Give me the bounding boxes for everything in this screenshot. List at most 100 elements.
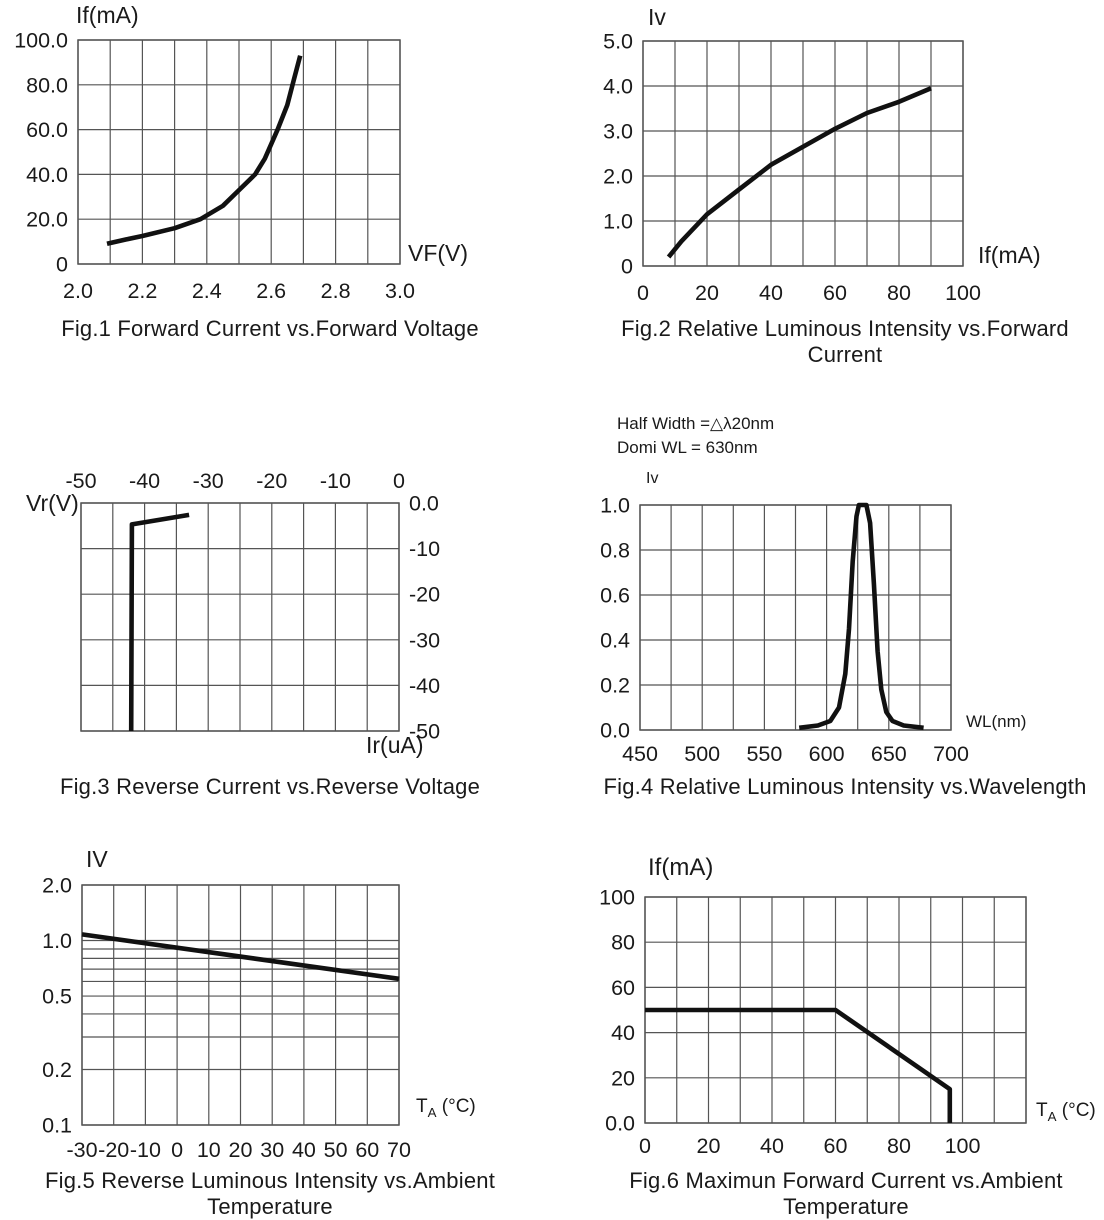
tick-label: 100: [945, 1134, 981, 1158]
tick-label: -10: [409, 537, 440, 561]
fig5-grid: [81, 884, 400, 1126]
tick-label: 0.0: [409, 492, 439, 516]
fig6-curve: [645, 1007, 953, 1123]
fig4-annotation-dominant-wl: Domi WL = 630nm: [617, 438, 758, 457]
tick-label: 0.1: [42, 1114, 72, 1138]
fig4-y-axis-title: Iv: [646, 470, 659, 487]
tick-label: 60.0: [26, 118, 68, 142]
fig3-curve: [128, 512, 190, 732]
fig6-grid: [644, 896, 1027, 1124]
fig4-curve: [798, 502, 924, 731]
tick-label: 20: [229, 1138, 253, 1162]
fig5-caption: Fig.5 Reverse Luminous Intensity vs.Ambi…: [44, 1168, 496, 1219]
fig1-caption: Fig.1 Forward Current vs.Forward Voltage: [61, 316, 479, 341]
tick-label: 0.2: [600, 674, 630, 698]
fig5-y-axis-title: IV: [86, 846, 108, 872]
tick-label: 30: [260, 1138, 284, 1162]
tick-label: 2.0: [603, 165, 633, 189]
fig4-plot-border: [639, 504, 952, 731]
tick-label: -10: [130, 1138, 161, 1162]
fig2-caption: Fig.2 Relative Luminous Intensity vs.For…: [621, 316, 1069, 367]
tick-label: 100: [945, 281, 981, 305]
tick-label: 2.8: [321, 279, 351, 303]
tick-label: 5.0: [603, 30, 633, 54]
tick-label: 0: [639, 1134, 651, 1158]
tick-label: 3.0: [603, 120, 633, 144]
fig2-curve: [666, 86, 932, 259]
tick-label: 80: [887, 1134, 911, 1158]
tick-label: 0.8: [600, 539, 630, 563]
fig3-tick-labels: -50 -40 -30 -20 -10 00.0-10-20-30-40-50: [65, 469, 440, 744]
fig6-x-axis-title: TA (°C): [1036, 1100, 1096, 1124]
fig3-caption: Fig.3 Reverse Current vs.Reverse Voltage: [59, 774, 481, 799]
fig6-caption: Fig.6 Maximun Forward Current vs.Ambient…: [629, 1168, 1063, 1219]
fig2-plot-border: [642, 40, 964, 267]
tick-label: 20: [611, 1066, 635, 1090]
tick-label: -20: [98, 1138, 129, 1162]
tick-label: -10: [320, 469, 351, 493]
tick-label: 60: [824, 1134, 848, 1158]
tick-label: 50: [324, 1138, 348, 1162]
tick-label: 700: [933, 742, 969, 766]
fig6-plot-border: [644, 896, 1027, 1124]
tick-label: 0.5: [42, 985, 72, 1009]
tick-label: 1.0: [42, 929, 72, 953]
tick-label: 0: [637, 281, 649, 305]
tick-label: 1.0: [603, 210, 633, 234]
fig6-tick-labels: 0 20 40 60 80 100 0.0 20 40 60 80 100: [599, 886, 980, 1159]
tick-label: 60: [611, 976, 635, 1000]
tick-label: 0: [56, 253, 68, 277]
fig1-y-axis-title: If(mA): [76, 2, 139, 28]
tick-label: 2.6: [256, 279, 286, 303]
tick-label: 80.0: [26, 73, 68, 97]
tick-label: 600: [809, 742, 845, 766]
fig3-plot-border: [80, 502, 400, 732]
fig1-plot-border: [77, 39, 401, 265]
tick-label: 20.0: [26, 208, 68, 232]
tick-label: 20: [697, 1134, 721, 1158]
tick-label: 0.2: [42, 1058, 72, 1082]
tick-label: 60: [823, 281, 847, 305]
tick-label: 0.0: [605, 1112, 635, 1136]
fig4-caption: Fig.4 Relative Luminous Intensity vs.Wav…: [603, 774, 1087, 799]
tick-label: 80: [887, 281, 911, 305]
tick-label: 650: [871, 742, 907, 766]
fig5-x-axis-title: TA (°C): [416, 1096, 476, 1120]
tick-label: 20: [695, 281, 719, 305]
tick-label: 550: [746, 742, 782, 766]
tick-label: 0: [393, 469, 405, 493]
tick-label: 0: [171, 1138, 183, 1162]
tick-label: 4.0: [603, 75, 633, 99]
tick-label: -20: [256, 469, 287, 493]
tick-label: 2.0: [63, 279, 93, 303]
tick-label: 2.2: [127, 279, 157, 303]
tick-label: 40: [760, 1134, 784, 1158]
tick-label: 0.0: [600, 719, 630, 743]
tick-label: 2.0: [42, 874, 72, 898]
tick-label: 80: [611, 931, 635, 955]
tick-label: 0: [621, 255, 633, 279]
fig1-tick-labels: 2.0 2.2 2.4 2.6 2.8 3.0 0 20.0 40.0 60.0 80.0 100.0: [14, 29, 415, 304]
fig3-grid: [80, 502, 400, 732]
fig1-x-axis-title: VF(V): [408, 240, 469, 266]
tick-label: 70: [387, 1138, 411, 1162]
fig4-tick-labels: 450 500 550 600 650 700 0.0 0.2 0.4 0.6 0.8 1.0: [600, 494, 969, 767]
tick-label: 40: [759, 281, 783, 305]
tick-label: -30: [409, 628, 440, 652]
tick-label: 10: [197, 1138, 221, 1162]
tick-label: -40: [409, 674, 440, 698]
fig4-grid: [639, 504, 952, 731]
tick-label: -40: [129, 469, 160, 493]
tick-label: 0.4: [600, 629, 630, 653]
fig1-curve: [106, 55, 303, 247]
fig5-tick-labels: -30 -20 -10 0 10 20 30 40 50 60 70 2.0 1.0 0.5 0.2 0.1: [42, 874, 411, 1163]
tick-label: 3.0: [385, 279, 415, 303]
tick-label: -30: [193, 469, 224, 493]
fig4-annotation-halfwidth: Half Width =△λ20nm: [617, 414, 775, 433]
tick-label: 100: [599, 886, 635, 910]
fig3-y-axis-title: Vr(V): [26, 490, 79, 516]
